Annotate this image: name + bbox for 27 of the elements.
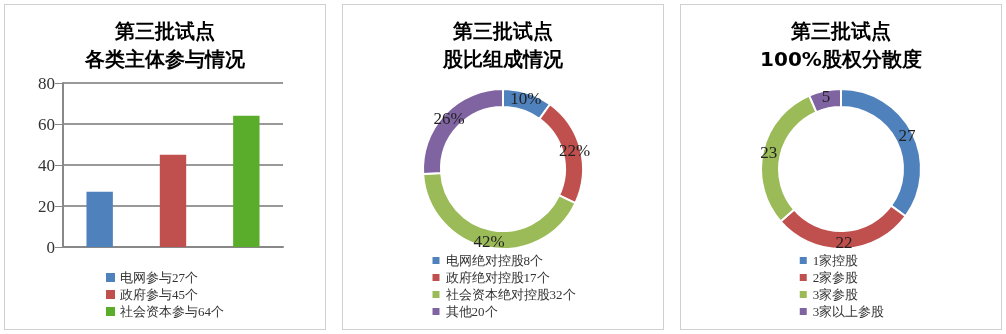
legend-label: 政府参与45个 <box>120 287 198 302</box>
y-tick-label: 20 <box>38 196 55 216</box>
legend-label: 社会资本参与64个 <box>120 304 224 319</box>
legend-label: 政府绝对控股17个 <box>445 270 550 285</box>
y-tick-label: 80 <box>38 73 55 93</box>
legend-label: 社会资本绝对控股32个 <box>445 287 576 302</box>
chart-subtitle: 股比组成情况 <box>442 47 564 71</box>
legend-label: 2家参股 <box>812 270 859 285</box>
legend-label: 3家参股 <box>812 287 859 302</box>
legend-label: 其他20个 <box>445 304 498 319</box>
legend-label: 3家以上参股 <box>812 304 885 319</box>
y-tick-label: 60 <box>38 114 55 134</box>
chart-title: 第三批试点 <box>452 19 553 43</box>
data-label: 42% <box>473 232 505 252</box>
legend-label: 电网参与27个 <box>120 270 198 285</box>
chart-title: 第三批试点 <box>114 19 215 43</box>
y-tick-label: 0 <box>46 237 55 257</box>
data-label: 27 <box>898 126 916 146</box>
y-tick-label: 40 <box>38 155 55 175</box>
legend-label: 电网绝对控股8个 <box>445 253 543 268</box>
chart-subtitle: 各类主体参与情况 <box>84 47 246 71</box>
chart-title: 第三批试点 <box>790 19 891 43</box>
chart-subtitle: 100%股权分散度 <box>760 47 922 71</box>
data-label: 5 <box>821 87 831 107</box>
data-label: 22 <box>835 233 853 253</box>
data-label: 10% <box>510 89 542 109</box>
legend-label: 1家控股 <box>812 253 859 268</box>
